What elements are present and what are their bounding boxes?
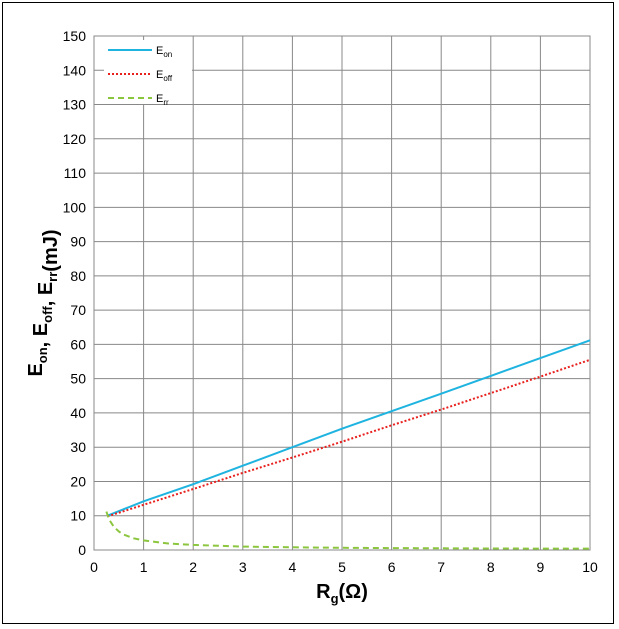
y-tick-label: 10 <box>70 508 86 524</box>
y-tick-label: 40 <box>70 405 86 421</box>
legend-label-off: Eoff <box>156 69 173 83</box>
x-tick-label: 6 <box>388 559 396 575</box>
x-tick-label: 4 <box>289 559 297 575</box>
x-tick-label: 2 <box>189 559 197 575</box>
legend-label-rr: Err <box>156 93 169 107</box>
y-tick-label: 130 <box>63 97 87 113</box>
x-tick-label: 8 <box>487 559 495 575</box>
y-tick-labels: 0 10 20 30 40 50 60 70 80 90 100 110 120 130 140 150 <box>63 28 87 558</box>
x-tick-label: 5 <box>338 559 346 575</box>
x-axis-title: Rg(Ω) <box>316 581 368 606</box>
y-tick-label: 120 <box>63 131 87 147</box>
x-tick-label: 9 <box>537 559 545 575</box>
series-line-on <box>107 339 591 517</box>
legend-label-on: Eon <box>156 45 172 59</box>
y-tick-label: 80 <box>70 268 86 284</box>
x-tick-label: 1 <box>140 559 148 575</box>
y-tick-label: 20 <box>70 473 86 489</box>
x-tick-label: 3 <box>239 559 247 575</box>
chart-frame <box>2 2 614 624</box>
plot-border <box>93 35 591 551</box>
series-line-rr <box>105 511 590 550</box>
y-tick-label: 140 <box>63 62 87 78</box>
x-tick-label: 0 <box>90 559 98 575</box>
y-tick-label: 50 <box>70 371 86 387</box>
x-tick-labels: 0 1 2 3 4 5 6 7 8 9 10 <box>90 559 598 575</box>
y-tick-label: 0 <box>78 542 86 558</box>
grid <box>93 35 591 551</box>
x-tick-label: 7 <box>437 559 445 575</box>
y-axis-title: Eon, Eoff, Err(mJ) <box>25 229 62 376</box>
y-tick-label: 100 <box>63 199 87 215</box>
y-tick-label: 90 <box>70 234 86 250</box>
y-tick-label: 70 <box>70 302 86 318</box>
legend: Eon Eoff Err <box>104 40 192 107</box>
y-tick-label: 150 <box>63 28 87 44</box>
series-line-off <box>107 358 591 518</box>
series-lines <box>105 339 591 550</box>
y-tick-label: 30 <box>70 439 86 455</box>
y-tick-label: 110 <box>64 165 87 181</box>
x-tick-label: 10 <box>582 559 598 575</box>
y-tick-label: 60 <box>70 336 86 352</box>
